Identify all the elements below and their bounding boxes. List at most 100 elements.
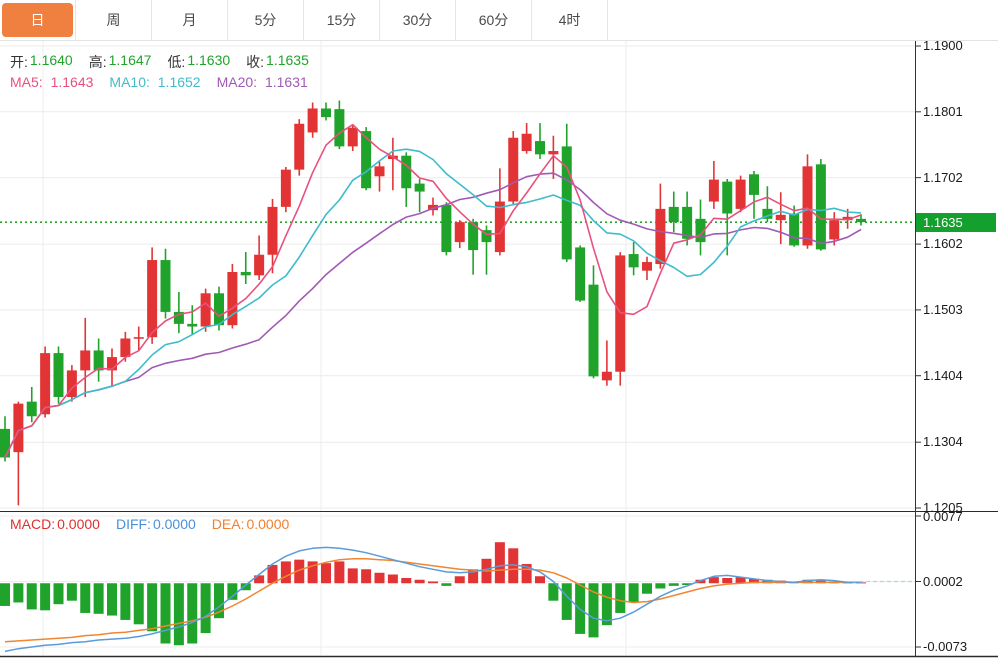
macd-bar (494, 542, 505, 584)
candle-body (762, 208, 773, 219)
open-value: 1.1640 (29, 52, 73, 68)
price-tick: 1.1801 (923, 104, 963, 119)
macd-bar (722, 578, 733, 584)
candle-body (227, 272, 238, 326)
candle-body (107, 357, 117, 371)
tab-60min[interactable]: 60分 (456, 0, 532, 40)
macd-bar (307, 561, 318, 584)
ma10-line (4, 148, 862, 458)
candle-body (655, 208, 666, 265)
candle-body (722, 181, 733, 214)
candle-body (334, 109, 345, 147)
macd-bar (374, 572, 385, 584)
grid-layer (0, 41, 915, 655)
candle-body (187, 323, 198, 327)
candle-body (548, 151, 559, 155)
price-tick: 1.1205 (923, 500, 963, 515)
high-label: 高: (88, 54, 107, 70)
macd-bar (428, 581, 438, 584)
candle-body (173, 311, 184, 324)
candle-body (468, 222, 479, 251)
macd-bar (294, 559, 305, 584)
open-label: 开: (10, 54, 28, 70)
macd-bar (40, 583, 51, 611)
candle-body (856, 218, 866, 223)
macd-bar (735, 577, 746, 584)
tab-week[interactable]: 周 (76, 0, 152, 40)
candle-body (307, 108, 318, 133)
candle-body (254, 254, 265, 276)
dea-line (4, 558, 861, 643)
candle-body (361, 131, 372, 189)
tab-day[interactable]: 日 (0, 0, 76, 40)
macd-bar (13, 583, 24, 603)
macd-bar (334, 561, 345, 584)
candle-body (481, 230, 492, 243)
ma20-line (4, 172, 862, 458)
candle-body (708, 179, 719, 202)
candle-body (842, 216, 853, 221)
tab-month[interactable]: 月 (152, 0, 228, 40)
dea-value: 0.0000 (246, 516, 290, 532)
ma-readout: MA5: 1.1643 MA10: 1.1652 MA20: 1.1631 (10, 74, 308, 90)
macd-bar (133, 583, 144, 625)
macd-tick: 0.0002 (923, 574, 963, 589)
macd-bar (588, 583, 599, 638)
candle-body (829, 220, 840, 240)
macd-bar (80, 583, 91, 613)
candle-body (347, 127, 358, 147)
candle-body (66, 370, 77, 397)
macd-bar (628, 583, 639, 603)
diff-line (4, 546, 861, 653)
macd-bar (762, 579, 773, 584)
tab-15min[interactable]: 15分 (304, 0, 380, 40)
candle-body (0, 428, 10, 458)
macd-bar (240, 583, 251, 591)
candle-body (93, 350, 104, 371)
candle-body (321, 108, 331, 118)
ma20-label: MA20: (216, 74, 258, 90)
candle-body (561, 146, 572, 260)
tab-5min[interactable]: 5分 (228, 0, 304, 40)
macd-bar (655, 583, 666, 589)
price-tick: 1.1702 (923, 170, 963, 185)
candle-body (749, 174, 759, 195)
candle-body (53, 353, 64, 397)
candle-body (735, 179, 746, 209)
candle-body (601, 371, 612, 381)
candle-body (80, 350, 91, 371)
candle-body (133, 337, 144, 339)
macd-bar (66, 583, 77, 601)
axis-layer (0, 40, 998, 658)
macd-label: MACD: (10, 516, 56, 532)
macd-bar (173, 583, 184, 646)
macd-bar (642, 583, 652, 594)
candle-body (13, 403, 24, 453)
macd-bar (200, 583, 211, 634)
tab-4hour[interactable]: 4时 (532, 0, 608, 40)
low-value: 1.1630 (187, 52, 231, 68)
candle-body (642, 262, 652, 271)
candle-body (267, 206, 278, 255)
candle-body (802, 166, 813, 246)
macd-bar (120, 583, 131, 620)
macd-bar (441, 583, 452, 586)
price-tick: 1.1503 (923, 302, 963, 317)
tab-30min[interactable]: 30分 (380, 0, 456, 40)
candle-body (494, 201, 505, 253)
macd-bar (401, 578, 412, 584)
macd-bar (668, 583, 679, 586)
price-tick: 1.1602 (923, 236, 963, 251)
ma5-line (4, 123, 862, 458)
candles-layer (0, 100, 866, 506)
macd-bar (0, 583, 10, 606)
ma20-value: 1.1631 (264, 74, 308, 90)
ma-lines-layer (4, 123, 862, 458)
candle-body (280, 169, 291, 207)
macd-bar (414, 579, 425, 584)
macd-readout: MACD: 0.0000 DIFF: 0.0000 DEA: 0.0000 (10, 516, 289, 532)
macd-bar (280, 561, 291, 584)
macd-histogram-layer (0, 542, 913, 653)
